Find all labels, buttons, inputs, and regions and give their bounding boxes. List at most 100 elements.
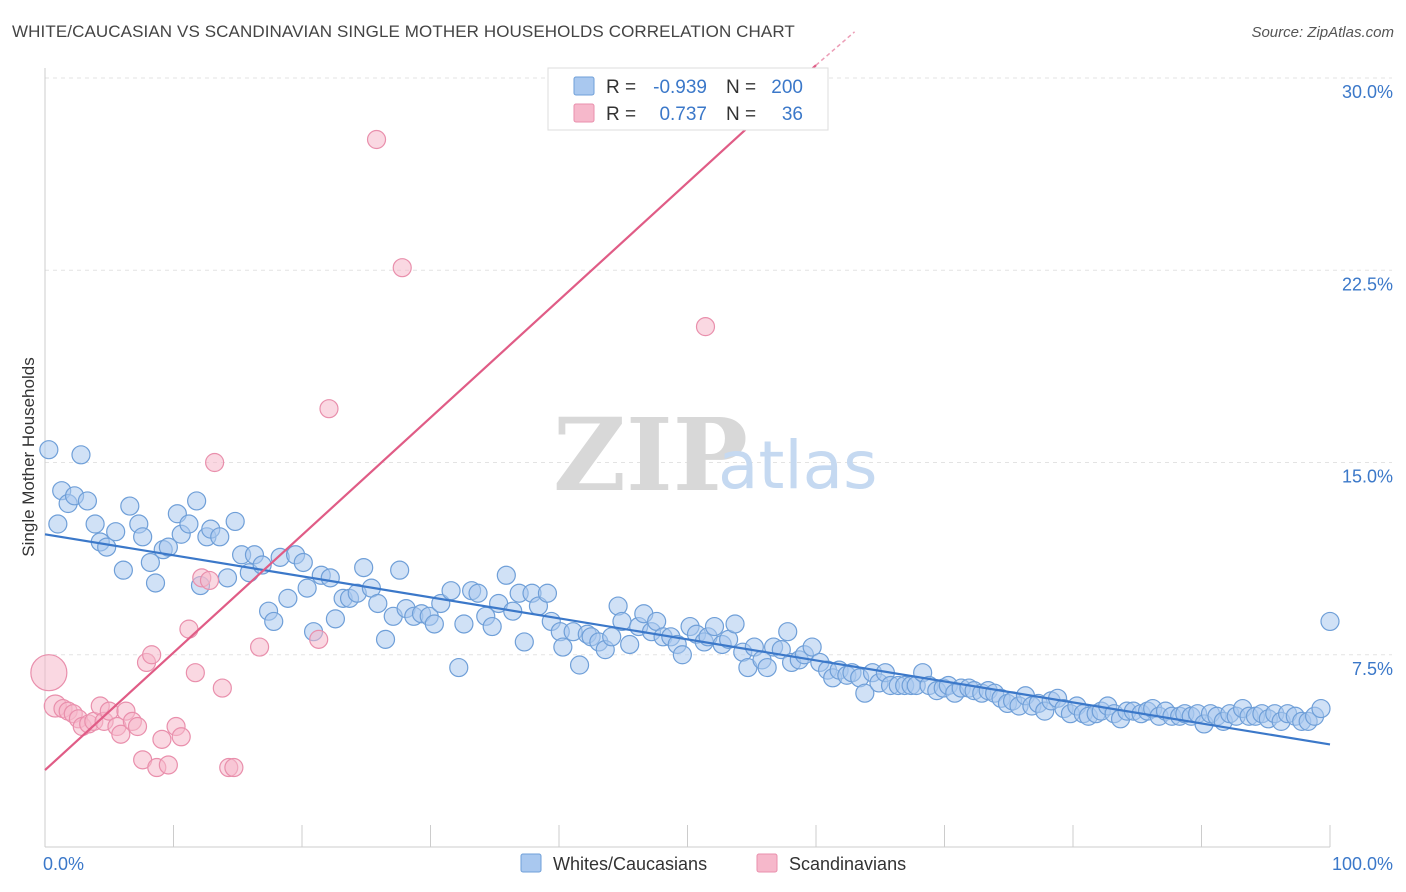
scandinavians-point — [158, 755, 178, 775]
y-tick-label: 7.5% — [1352, 659, 1393, 679]
whites-point — [725, 614, 745, 634]
scandinavians-trend-extension — [815, 31, 856, 66]
legend-swatch-whites — [573, 76, 595, 96]
scandinavians-point — [249, 637, 270, 657]
whites-point — [264, 611, 284, 632]
whites-point — [449, 657, 469, 678]
whites-trend-line — [44, 533, 1331, 746]
whites-point — [368, 593, 388, 614]
whites-point — [514, 632, 534, 652]
scandinavians-point — [179, 619, 199, 639]
series-legend: Whites/Caucasians Scandinavians — [520, 853, 906, 874]
whites-point — [454, 614, 474, 634]
whites-point — [106, 522, 126, 542]
legend-r-value-1: -0.939 — [653, 77, 707, 98]
whites-point — [210, 527, 230, 547]
whites-point — [553, 637, 573, 657]
whites-point — [325, 609, 346, 629]
whites-point — [77, 491, 98, 511]
watermark: ZIP atlas — [553, 396, 878, 514]
scandinavians-point — [185, 663, 205, 683]
legend-r-label-2: R = — [606, 104, 636, 125]
whites-point — [441, 581, 461, 601]
whites-point — [468, 583, 488, 603]
legend-box — [547, 67, 829, 131]
legend-n-value-2: 36 — [782, 104, 803, 125]
whites-point — [39, 440, 59, 460]
scandinavians-point — [366, 129, 387, 150]
scandinavians-point — [205, 452, 225, 473]
whites-point — [140, 552, 160, 573]
whites-point — [802, 637, 822, 657]
bottom-legend-label-whites: Whites/Caucasians — [553, 854, 707, 874]
whites-point — [602, 627, 622, 647]
whites-point — [704, 616, 725, 637]
scandinavians-point — [127, 716, 148, 737]
whites-point — [133, 527, 153, 547]
scandinavians-point — [199, 570, 220, 591]
whites-point — [375, 629, 396, 649]
watermark-atlas: atlas — [718, 427, 878, 504]
whites-point — [482, 616, 502, 637]
whites-point — [1311, 698, 1331, 719]
whites-point — [158, 537, 178, 557]
watermark-zip: ZIP — [553, 396, 748, 514]
whites-point — [278, 588, 298, 608]
gridlines — [45, 77, 1392, 656]
whites-point — [113, 560, 133, 580]
whites-point — [145, 573, 166, 593]
legend-swatch-scandinavians — [573, 103, 595, 123]
whites-point — [757, 657, 777, 678]
legend-r-label-1: R = — [606, 77, 636, 98]
whites-point — [1320, 611, 1340, 632]
whites-point — [179, 514, 199, 534]
whites-point — [537, 583, 558, 603]
y-tick-label: 15.0% — [1342, 467, 1393, 487]
trend-lines — [44, 31, 1331, 771]
scandinavians-point — [111, 724, 131, 744]
whites-point — [85, 514, 105, 534]
x-tick-labels: 0.0% 100.0% — [43, 854, 1393, 874]
whites-point — [778, 622, 798, 642]
whites-point — [187, 491, 207, 511]
whites-point — [424, 614, 444, 634]
scandinavians-point — [142, 645, 162, 665]
legend-n-value-1: 200 — [771, 77, 803, 98]
scandinavians-trend-line — [44, 64, 817, 771]
y-axis-title: Single Mother Households — [19, 357, 38, 556]
scandinavians-point — [30, 654, 68, 692]
scandinavians-point — [171, 727, 191, 747]
whites-point — [217, 568, 238, 588]
scandinavians-point — [392, 258, 412, 278]
y-tick-labels: 7.5% 15.0% 22.5% 30.0% — [1342, 82, 1393, 679]
bottom-legend-swatch-scandinavians — [756, 853, 778, 873]
scandinavians-point — [695, 317, 716, 337]
whites-point — [48, 514, 68, 534]
scandinavians-point — [319, 399, 339, 419]
legend-n-label-2: N = — [726, 104, 756, 125]
series-scandinavians-points — [30, 129, 716, 778]
source-credit: Source: ZipAtlas.com — [1251, 24, 1394, 41]
whites-point — [320, 568, 340, 588]
legend-n-label-1: N = — [726, 77, 756, 98]
y-tick-label: 30.0% — [1342, 82, 1393, 102]
series-whites-points — [39, 440, 1340, 734]
whites-point — [225, 511, 245, 532]
whites-point — [354, 557, 374, 578]
whites-point — [855, 683, 875, 703]
whites-point — [297, 578, 317, 598]
correlation-legend: R = -0.939 N = 200 R = 0.737 N = 36 — [547, 67, 829, 131]
whites-point — [293, 552, 313, 573]
scandinavians-point — [152, 729, 172, 749]
scandinavians-point — [212, 678, 232, 698]
scandinavians-point — [309, 629, 329, 649]
whites-point — [120, 496, 140, 516]
bottom-legend-swatch-whites — [520, 853, 542, 873]
x-tick-label: 0.0% — [43, 854, 84, 874]
legend-r-value-2: 0.737 — [659, 104, 707, 125]
chart-title: WHITE/CAUCASIAN VS SCANDINAVIAN SINGLE M… — [12, 22, 795, 41]
x-tick-label: 100.0% — [1332, 854, 1393, 874]
whites-point — [569, 655, 590, 675]
whites-point — [390, 560, 410, 580]
